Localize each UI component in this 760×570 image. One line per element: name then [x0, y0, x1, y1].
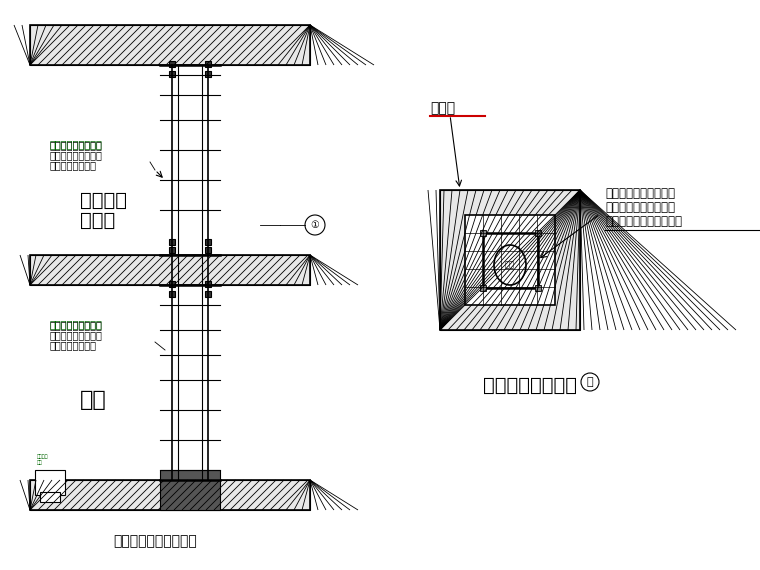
Bar — [465, 215, 555, 305]
Text: ①: ① — [311, 220, 319, 230]
Text: 泵管: 泵管 — [505, 260, 515, 270]
Text: 泵管支撑架子上下与: 泵管支撑架子上下与 — [50, 139, 103, 149]
Bar — [169, 71, 175, 77]
Text: 与缆绳固定牢固，: 与缆绳固定牢固， — [50, 340, 97, 350]
Text: 泵管支撑架子上下与: 泵管支撑架子上下与 — [50, 320, 103, 330]
Bar — [30, 255, 310, 285]
Bar — [169, 239, 175, 245]
Bar — [30, 25, 310, 65]
Bar — [440, 190, 580, 330]
Text: 泵火灭火
消火: 泵火灭火 消火 — [37, 454, 49, 465]
Bar — [169, 472, 175, 478]
Bar — [40, 492, 60, 502]
Bar — [35, 470, 65, 495]
Bar — [169, 247, 175, 253]
Bar — [205, 291, 211, 297]
Bar — [483, 233, 537, 287]
Circle shape — [305, 215, 325, 235]
Bar — [30, 25, 310, 65]
Bar — [30, 480, 310, 510]
Text: 模板固定牢固，左方: 模板固定牢固，左方 — [50, 330, 103, 340]
Polygon shape — [160, 470, 220, 510]
Bar — [205, 239, 211, 245]
Text: 上楼层: 上楼层 — [80, 211, 116, 230]
Text: 竹胶板中间裁剪成半圆: 竹胶板中间裁剪成半圆 — [605, 187, 675, 200]
Text: 图: 图 — [587, 377, 594, 387]
Bar — [169, 281, 175, 287]
Text: 模板固定牢固，左方: 模板固定牢固，左方 — [50, 150, 103, 160]
Bar — [205, 71, 211, 77]
Text: 泵管支撑架子上下与: 泵管支撑架子上下与 — [50, 319, 103, 329]
Bar — [440, 190, 580, 330]
Circle shape — [581, 373, 599, 391]
Text: 楼层处泵管固定图: 楼层处泵管固定图 — [483, 376, 577, 395]
Text: 弧形，竹胶板下面钉木: 弧形，竹胶板下面钉木 — [605, 201, 675, 214]
Text: 泵管支撑架子上下与: 泵管支撑架子上下与 — [50, 140, 103, 150]
Bar — [480, 230, 486, 235]
Bar — [205, 281, 211, 287]
Text: 砼楼板: 砼楼板 — [430, 101, 455, 115]
Bar — [205, 247, 211, 253]
Text: 与缆绳固定牢固，: 与缆绳固定牢固， — [50, 160, 97, 170]
Bar — [205, 472, 211, 478]
Bar — [169, 61, 175, 67]
Text: 二层及以: 二层及以 — [80, 191, 127, 210]
Text: 方与结构洞口固定牢固。: 方与结构洞口固定牢固。 — [605, 215, 682, 228]
Text: 一层: 一层 — [80, 390, 106, 410]
Bar — [205, 61, 211, 67]
Bar — [534, 230, 540, 235]
Ellipse shape — [494, 245, 526, 285]
Bar — [480, 284, 486, 291]
Bar — [30, 480, 310, 510]
Bar — [169, 291, 175, 297]
Text: 泵管转角及竖向支撑图: 泵管转角及竖向支撑图 — [113, 534, 197, 548]
Bar — [534, 284, 540, 291]
Bar — [30, 255, 310, 285]
